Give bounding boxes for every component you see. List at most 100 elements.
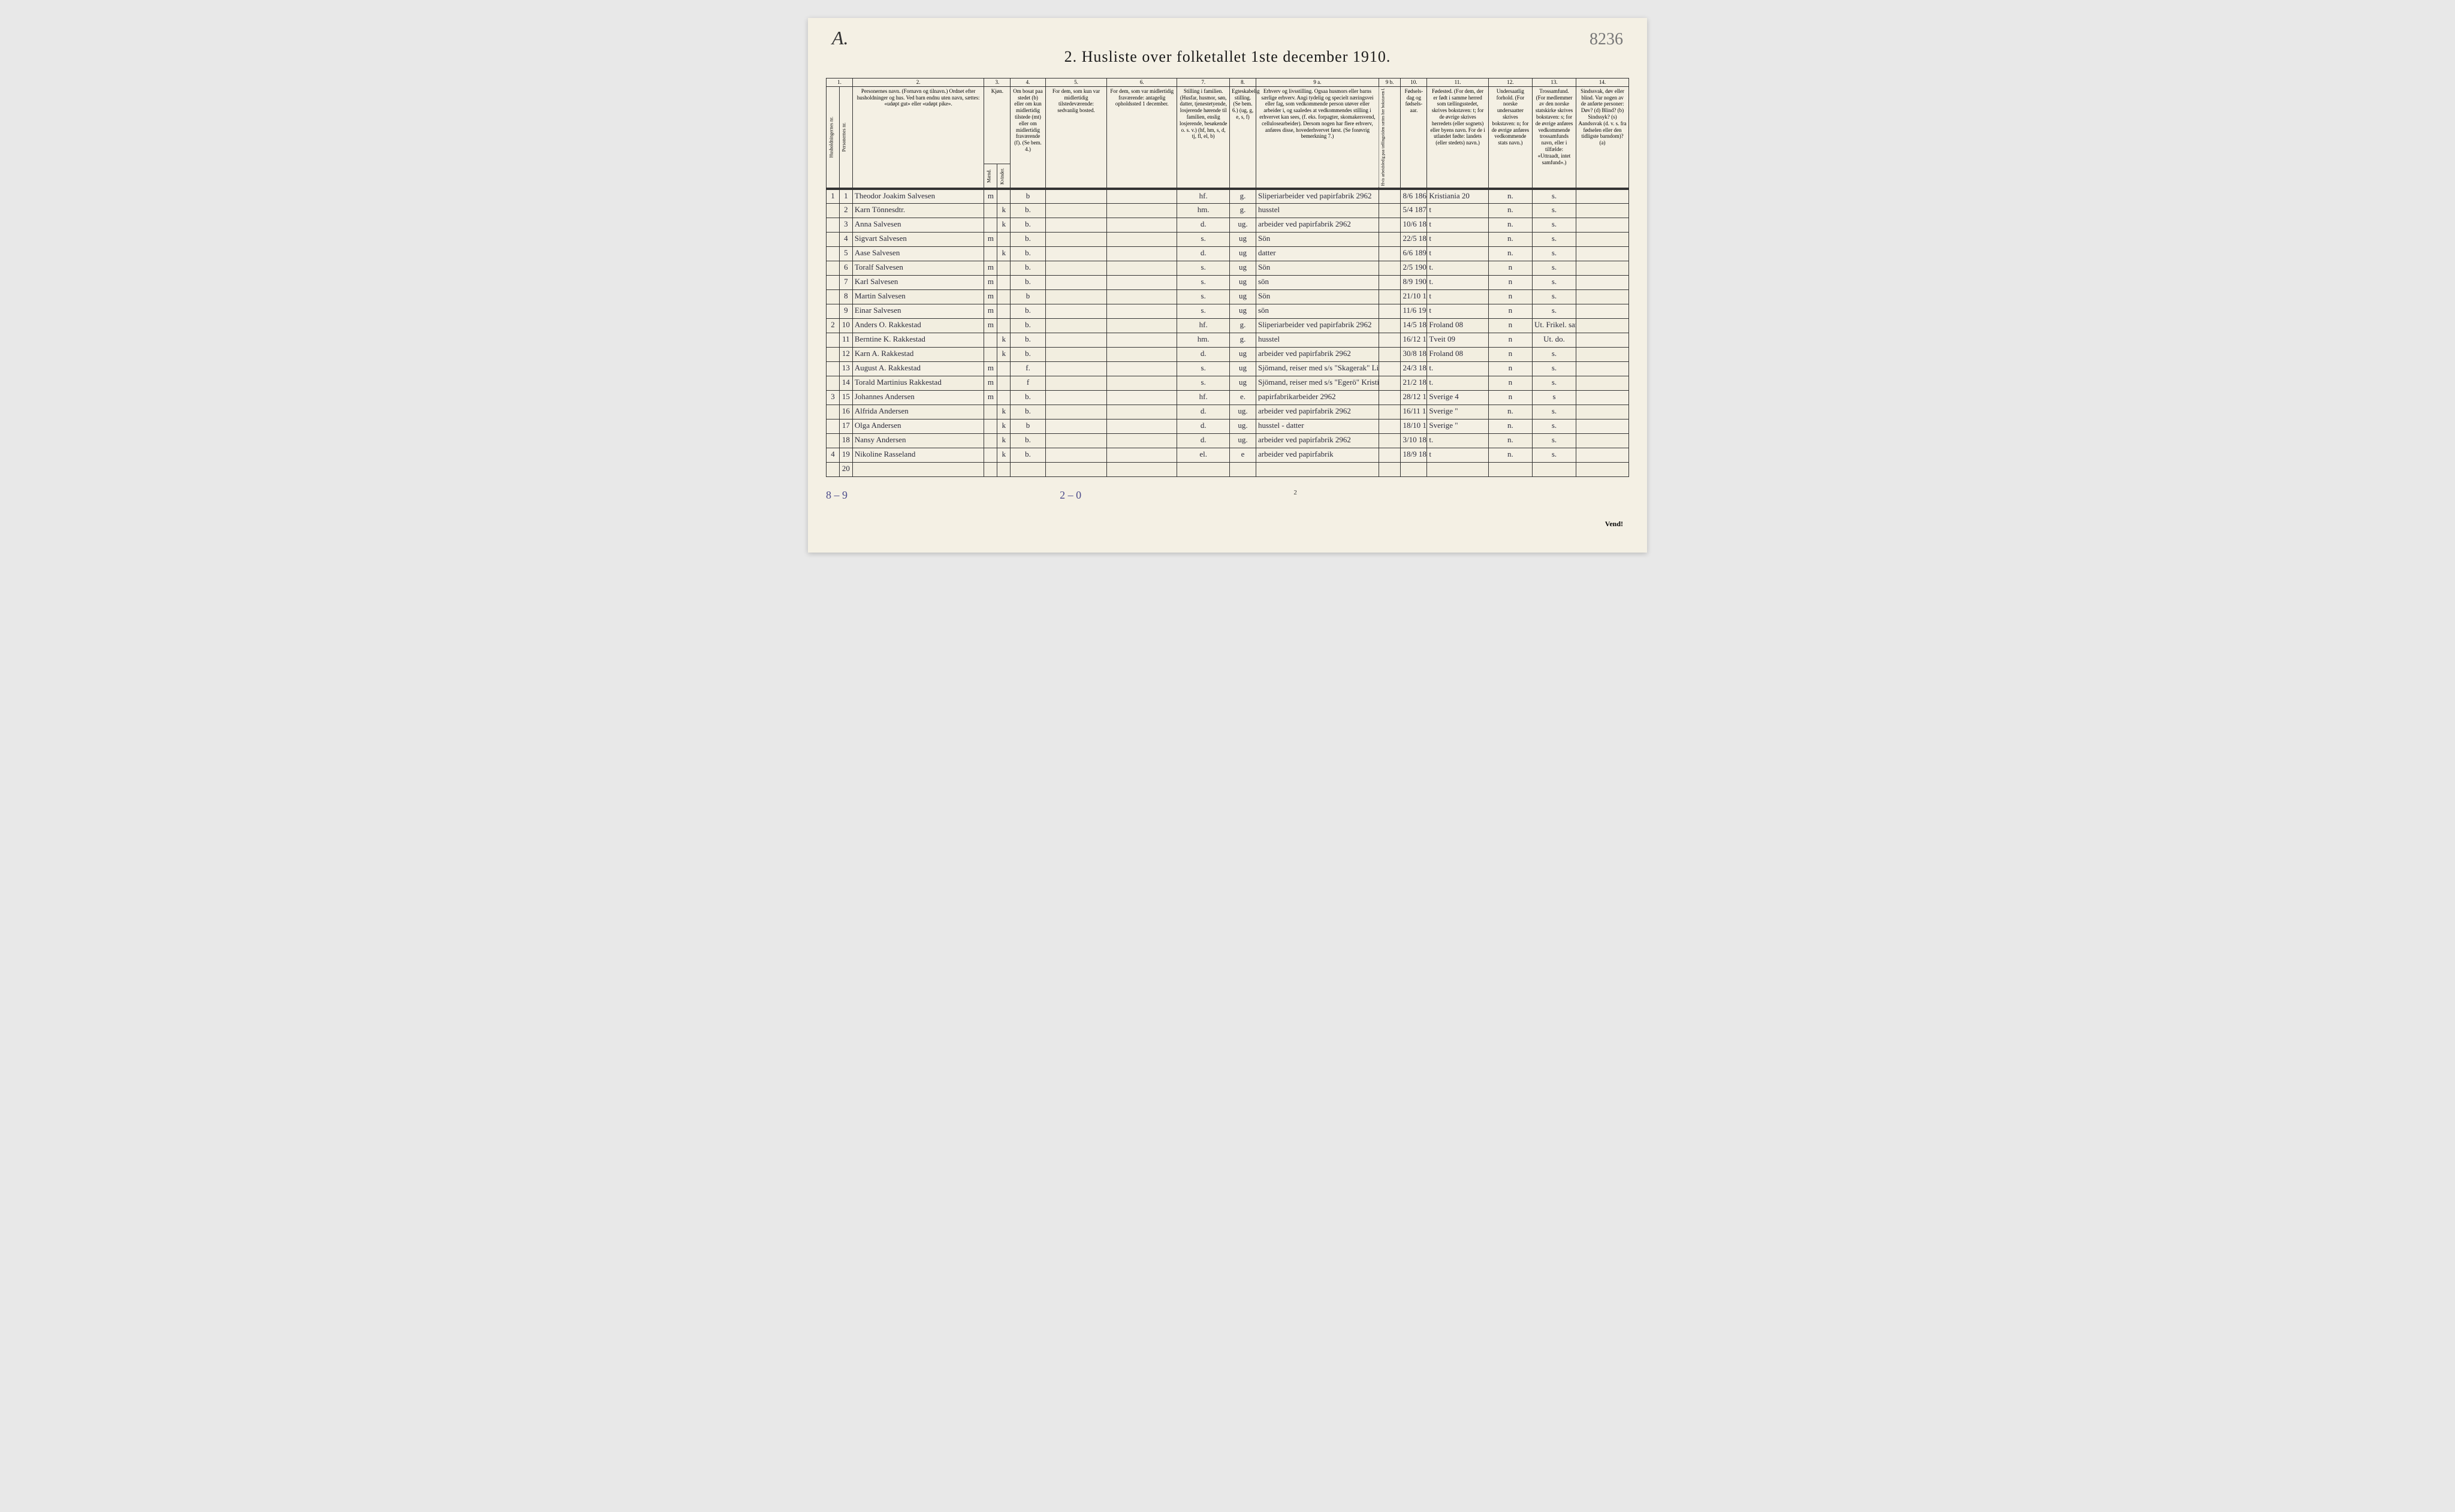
table-row: 14Torald Martinius Rakkestadmfs.ugSjöman… — [827, 376, 1629, 391]
cell-fdato: 3/10 1891 — [1401, 434, 1427, 448]
cell-fravar — [1107, 391, 1177, 405]
cell-fravar — [1107, 189, 1177, 204]
colnum: 9 a. — [1256, 79, 1379, 87]
cell-pnr: 13 — [839, 362, 852, 376]
cell-stilling: s. — [1177, 362, 1230, 376]
cell-bosat: b. — [1011, 391, 1046, 405]
cell-erhverv: sön — [1256, 276, 1379, 290]
cell-m: m — [984, 290, 997, 304]
cell-bosat: b. — [1011, 348, 1046, 362]
cell-name: Karn Tönnesdtr. — [852, 204, 984, 218]
colnum: 13. — [1532, 79, 1576, 87]
cell-hnr — [827, 247, 840, 261]
cell-fravar — [1107, 420, 1177, 434]
cell-fravar — [1107, 376, 1177, 391]
cell-tilstede — [1045, 434, 1106, 448]
header-tros: Trossamfund. (For medlemmer av den norsk… — [1532, 86, 1576, 188]
cell-pnr: 14 — [839, 376, 852, 391]
table-row: 4Sigvart Salvesenmb.s.ugSön22/5 1894tn.s… — [827, 233, 1629, 247]
cell-erhverv: Sjömand, reiser med s/s "Skagerak" Lille… — [1256, 362, 1379, 376]
table-row: 8Martin Salvesenmbs.ugSön21/10 1906tns. — [827, 290, 1629, 304]
cell-under: n. — [1488, 233, 1532, 247]
cell-under: n — [1488, 391, 1532, 405]
cell-k: k — [997, 218, 1011, 233]
cell-fsted: Sverige " — [1427, 420, 1488, 434]
cell-erhverv: arbeider ved papirfabrik 2962 — [1256, 348, 1379, 362]
cell-tilstede — [1045, 319, 1106, 333]
cell-pnr: 1 — [839, 189, 852, 204]
cell-k — [997, 391, 1011, 405]
cell-col9b — [1379, 204, 1401, 218]
cell-egte: g. — [1230, 189, 1256, 204]
cell-bosat — [1011, 463, 1046, 477]
cell-under: n. — [1488, 218, 1532, 233]
bottom-note-left: 8 – 9 — [826, 489, 848, 502]
cell-m — [984, 434, 997, 448]
cell-bosat: b. — [1011, 276, 1046, 290]
header-fravar: For dem, som var midlertidig fraværende:… — [1107, 86, 1177, 188]
cell-egte: ug — [1230, 348, 1256, 362]
header-kjon-m: Mænd. — [984, 164, 997, 188]
cell-erhverv: arbeider ved papirfabrik 2962 — [1256, 405, 1379, 420]
cell-k: k — [997, 333, 1011, 348]
cell-pnr: 9 — [839, 304, 852, 319]
cell-tilstede — [1045, 405, 1106, 420]
cell-fdato: 16/11 1885 — [1401, 405, 1427, 420]
header-egte: Egteskabelig stilling. (Se bem. 6.) (ug,… — [1230, 86, 1256, 188]
cell-bosat: b. — [1011, 434, 1046, 448]
table-row: 315Johannes Andersenmb.hf.e.papirfabrika… — [827, 391, 1629, 405]
cell-erhverv: Sön — [1256, 233, 1379, 247]
bottom-notes: 8 – 9 2 – 0 2 — [826, 489, 1629, 502]
cell-name: Anna Salvesen — [852, 218, 984, 233]
cell-hnr — [827, 362, 840, 376]
cell-stilling: s. — [1177, 233, 1230, 247]
cell-name: Torald Martinius Rakkestad — [852, 376, 984, 391]
cell-tros: s. — [1532, 405, 1576, 420]
cell-hnr — [827, 233, 840, 247]
cell-col9b — [1379, 376, 1401, 391]
cell-erhverv: husstel - datter — [1256, 420, 1379, 434]
cell-stilling: hf. — [1177, 391, 1230, 405]
cell-hnr — [827, 420, 840, 434]
cell-tilstede — [1045, 233, 1106, 247]
cell-under: n — [1488, 362, 1532, 376]
cell-pnr: 12 — [839, 348, 852, 362]
cell-tros: s. — [1532, 348, 1576, 362]
cell-fsted: Froland 08 — [1427, 348, 1488, 362]
cell-fravar — [1107, 304, 1177, 319]
cell-fdato: 21/10 1906 — [1401, 290, 1427, 304]
cell-bosat: b. — [1011, 304, 1046, 319]
table-row: 20 — [827, 463, 1629, 477]
cell-m — [984, 333, 997, 348]
cell-m — [984, 420, 997, 434]
cell-col9b — [1379, 420, 1401, 434]
cell-sinds — [1576, 420, 1629, 434]
header-hnr: Husholdningernes nr. — [827, 86, 840, 188]
cell-sinds — [1576, 276, 1629, 290]
cell-col9b — [1379, 434, 1401, 448]
cell-m: m — [984, 233, 997, 247]
cell-egte — [1230, 463, 1256, 477]
cell-tilstede — [1045, 247, 1106, 261]
table-row: 18Nansy Andersenkb.d.ug.arbeider ved pap… — [827, 434, 1629, 448]
cell-tilstede — [1045, 448, 1106, 463]
cell-egte: ug — [1230, 290, 1256, 304]
cell-fsted: t. — [1427, 376, 1488, 391]
cell-pnr: 16 — [839, 405, 852, 420]
table-row: 7Karl Salvesenmb.s.ugsön8/9 1904t.ns. — [827, 276, 1629, 290]
cell-k — [997, 362, 1011, 376]
cell-tros: Ut. do. — [1532, 333, 1576, 348]
cell-tilstede — [1045, 362, 1106, 376]
cell-egte: ug — [1230, 304, 1256, 319]
cell-fravar — [1107, 247, 1177, 261]
colnum: 12. — [1488, 79, 1532, 87]
cell-sinds — [1576, 463, 1629, 477]
cell-erhverv: arbeider ved papirfabrik 2962 — [1256, 218, 1379, 233]
cell-egte: g. — [1230, 333, 1256, 348]
cell-hnr — [827, 204, 840, 218]
cell-sinds — [1576, 261, 1629, 276]
cell-fsted: t. — [1427, 434, 1488, 448]
cell-fravar — [1107, 233, 1177, 247]
cell-egte: e — [1230, 448, 1256, 463]
cell-tros: s. — [1532, 448, 1576, 463]
